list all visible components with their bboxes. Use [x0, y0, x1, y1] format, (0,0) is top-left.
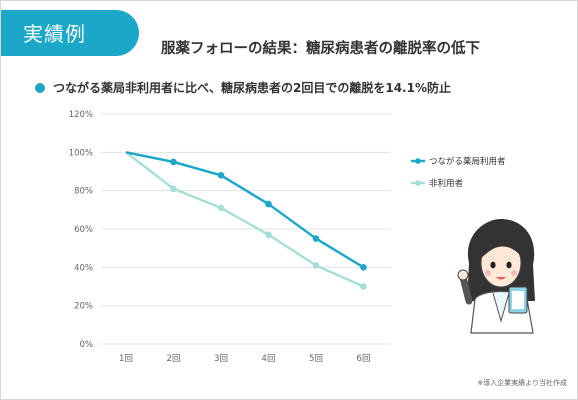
doctor-illustration — [457, 219, 535, 334]
x-tick-label: 3回 — [214, 354, 228, 364]
left-eye — [490, 261, 496, 269]
series-line — [125, 151, 364, 288]
data-point — [217, 204, 225, 212]
chart-series — [125, 151, 367, 290]
x-tick-label: 6回 — [357, 354, 371, 364]
y-tick-label: 120% — [69, 110, 93, 120]
y-tick-label: 80% — [74, 187, 93, 197]
data-point — [360, 264, 367, 271]
section-tab: 実績例 — [1, 10, 139, 56]
mouth — [496, 277, 506, 280]
bullet-dot — [35, 83, 45, 93]
section-tab-label: 実績例 — [23, 22, 86, 46]
data-point — [360, 283, 367, 290]
data-point — [312, 262, 320, 269]
x-tick-label: 2回 — [167, 354, 181, 364]
right-eye — [506, 261, 512, 269]
legend-marker — [415, 180, 421, 186]
x-tick-label: 5回 — [309, 354, 323, 364]
y-tick-label: 60% — [74, 225, 93, 235]
clipboard-paper — [512, 291, 524, 309]
hair-bangs — [480, 237, 523, 259]
legend-marker — [415, 158, 421, 164]
y-tick-label: 100% — [69, 148, 93, 158]
x-tick-label: 4回 — [262, 354, 276, 364]
footnote: ※導入企業実績より当社作成 — [477, 379, 567, 387]
shirt — [492, 292, 510, 323]
chart-grid — [101, 113, 391, 345]
data-point — [217, 172, 225, 179]
page-title: 服薬フォローの結果：糖尿病患者の離脱率の低下 — [161, 41, 480, 57]
data-point — [265, 231, 272, 239]
data-point — [312, 235, 320, 242]
y-tick-label: 20% — [74, 302, 93, 312]
left-cheek — [485, 270, 491, 276]
data-point — [265, 200, 272, 208]
data-point — [170, 158, 177, 166]
legend-label: つながる薬局利用者 — [429, 156, 506, 167]
x-axis-ticks: 1回 2回 3回 4回 5回 6回 — [119, 354, 370, 364]
y-tick-label: 0% — [80, 340, 94, 350]
y-axis-ticks: 0% 20% 40% 60% 80% 100% 120% — [69, 110, 93, 350]
right-cheek — [511, 270, 517, 276]
x-tick-label: 1回 — [119, 354, 133, 364]
series-line — [125, 151, 365, 269]
raised-hand — [457, 269, 469, 281]
y-tick-label: 40% — [74, 263, 93, 273]
data-point — [170, 185, 177, 193]
legend-label: 非利用者 — [429, 178, 464, 189]
chart-subtitle: つながる薬局非利用者に比べ、糖尿病患者の2回目での離脱を14.1%防止 — [53, 81, 451, 95]
raised-arm — [459, 273, 473, 305]
